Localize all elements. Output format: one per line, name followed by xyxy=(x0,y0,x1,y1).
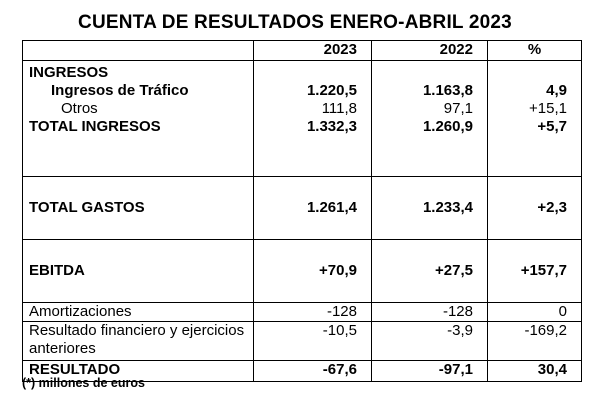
ingresos-2022: 1.163,8 97,1 1.260,9 xyxy=(371,60,488,177)
amortizaciones-label: Amortizaciones xyxy=(22,302,254,322)
resultado-2022: -97,1 xyxy=(371,360,488,382)
resultado-financiero-label: Resultado financiero y ejercicios anteri… xyxy=(22,321,254,361)
ebitda-2022: +27,5 xyxy=(371,239,488,303)
total-gastos-2023: 1.261,4 xyxy=(253,176,372,240)
header-2022: 2022 xyxy=(371,40,488,61)
resultado-label: RESULTADO xyxy=(22,360,254,382)
ingresos-trafico-2022: 1.163,8 xyxy=(422,82,473,99)
ingresos-2023: 1.220,5 111,8 1.332,3 xyxy=(253,60,372,177)
ingresos-trafico-label: Ingresos de Tráfico xyxy=(51,82,189,99)
total-ingresos-2023: 1.332,3 xyxy=(306,118,357,135)
resultado-row: RESULTADO -67,6 -97,1 30,4 xyxy=(22,360,582,382)
header-row: 2023 2022 % xyxy=(22,40,582,61)
otros-2022: 97,1 xyxy=(443,100,473,117)
ebitda-pct: +157,7 xyxy=(487,239,582,303)
otros-2023: 111,8 xyxy=(321,100,357,117)
otros-label: Otros xyxy=(61,100,98,117)
total-ingresos-label: TOTAL INGRESOS xyxy=(29,118,161,135)
total-ingresos-2022: 1.260,9 xyxy=(422,118,473,135)
amortizaciones-row: Amortizaciones -128 -128 0 xyxy=(22,302,582,322)
footnote: (*) millones de euros xyxy=(22,376,145,390)
ebitda-label: EBITDA xyxy=(22,239,254,303)
resultado-pct: 30,4 xyxy=(487,360,582,382)
total-gastos-2022: 1.233,4 xyxy=(371,176,488,240)
ebitda-row: EBITDA +70,9 +27,5 +157,7 xyxy=(22,239,582,303)
amortizaciones-2022: -128 xyxy=(371,302,488,322)
ingresos-labels: INGRESOS Ingresos de Tráfico Otros TOTAL… xyxy=(22,60,254,177)
resultado-2023: -67,6 xyxy=(253,360,372,382)
amortizaciones-pct: 0 xyxy=(487,302,582,322)
income-statement-table: 2023 2022 % INGRESOS Ingresos de Tráfico… xyxy=(22,40,582,382)
total-ingresos-pct: +5,7 xyxy=(537,118,567,135)
resultado-financiero-2023: -10,5 xyxy=(253,321,372,361)
header-2023: 2023 xyxy=(253,40,372,61)
table-title: CUENTA DE RESULTADOS ENERO-ABRIL 2023 xyxy=(78,12,512,33)
ingresos-trafico-pct: 4,9 xyxy=(546,82,567,99)
total-gastos-row: TOTAL GASTOS 1.261,4 1.233,4 +2,3 xyxy=(22,176,582,240)
header-pct: % xyxy=(487,40,582,61)
resultado-financiero-row: Resultado financiero y ejercicios anteri… xyxy=(22,321,582,361)
ingresos-section-label: INGRESOS xyxy=(29,64,109,81)
resultado-financiero-pct: -169,2 xyxy=(487,321,582,361)
ingresos-pct: 4,9 +15,1 +5,7 xyxy=(487,60,582,177)
ingresos-block: INGRESOS Ingresos de Tráfico Otros TOTAL… xyxy=(22,60,582,177)
total-gastos-pct: +2,3 xyxy=(487,176,582,240)
amortizaciones-2023: -128 xyxy=(253,302,372,322)
total-gastos-label: TOTAL GASTOS xyxy=(22,176,254,240)
otros-pct: +15,1 xyxy=(529,100,567,117)
ebitda-2023: +70,9 xyxy=(253,239,372,303)
header-label xyxy=(22,40,254,61)
ingresos-trafico-2023: 1.220,5 xyxy=(306,82,357,99)
resultado-financiero-2022: -3,9 xyxy=(371,321,488,361)
